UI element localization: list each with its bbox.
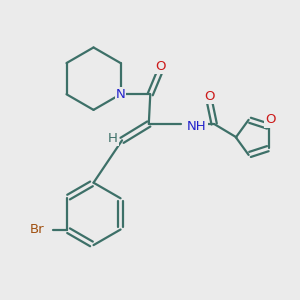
- Text: NH: NH: [187, 120, 206, 133]
- Text: O: O: [266, 113, 276, 127]
- Text: N: N: [116, 88, 125, 101]
- Text: Br: Br: [30, 223, 44, 236]
- Text: O: O: [155, 60, 166, 74]
- Text: O: O: [205, 90, 215, 103]
- Text: H: H: [108, 132, 118, 146]
